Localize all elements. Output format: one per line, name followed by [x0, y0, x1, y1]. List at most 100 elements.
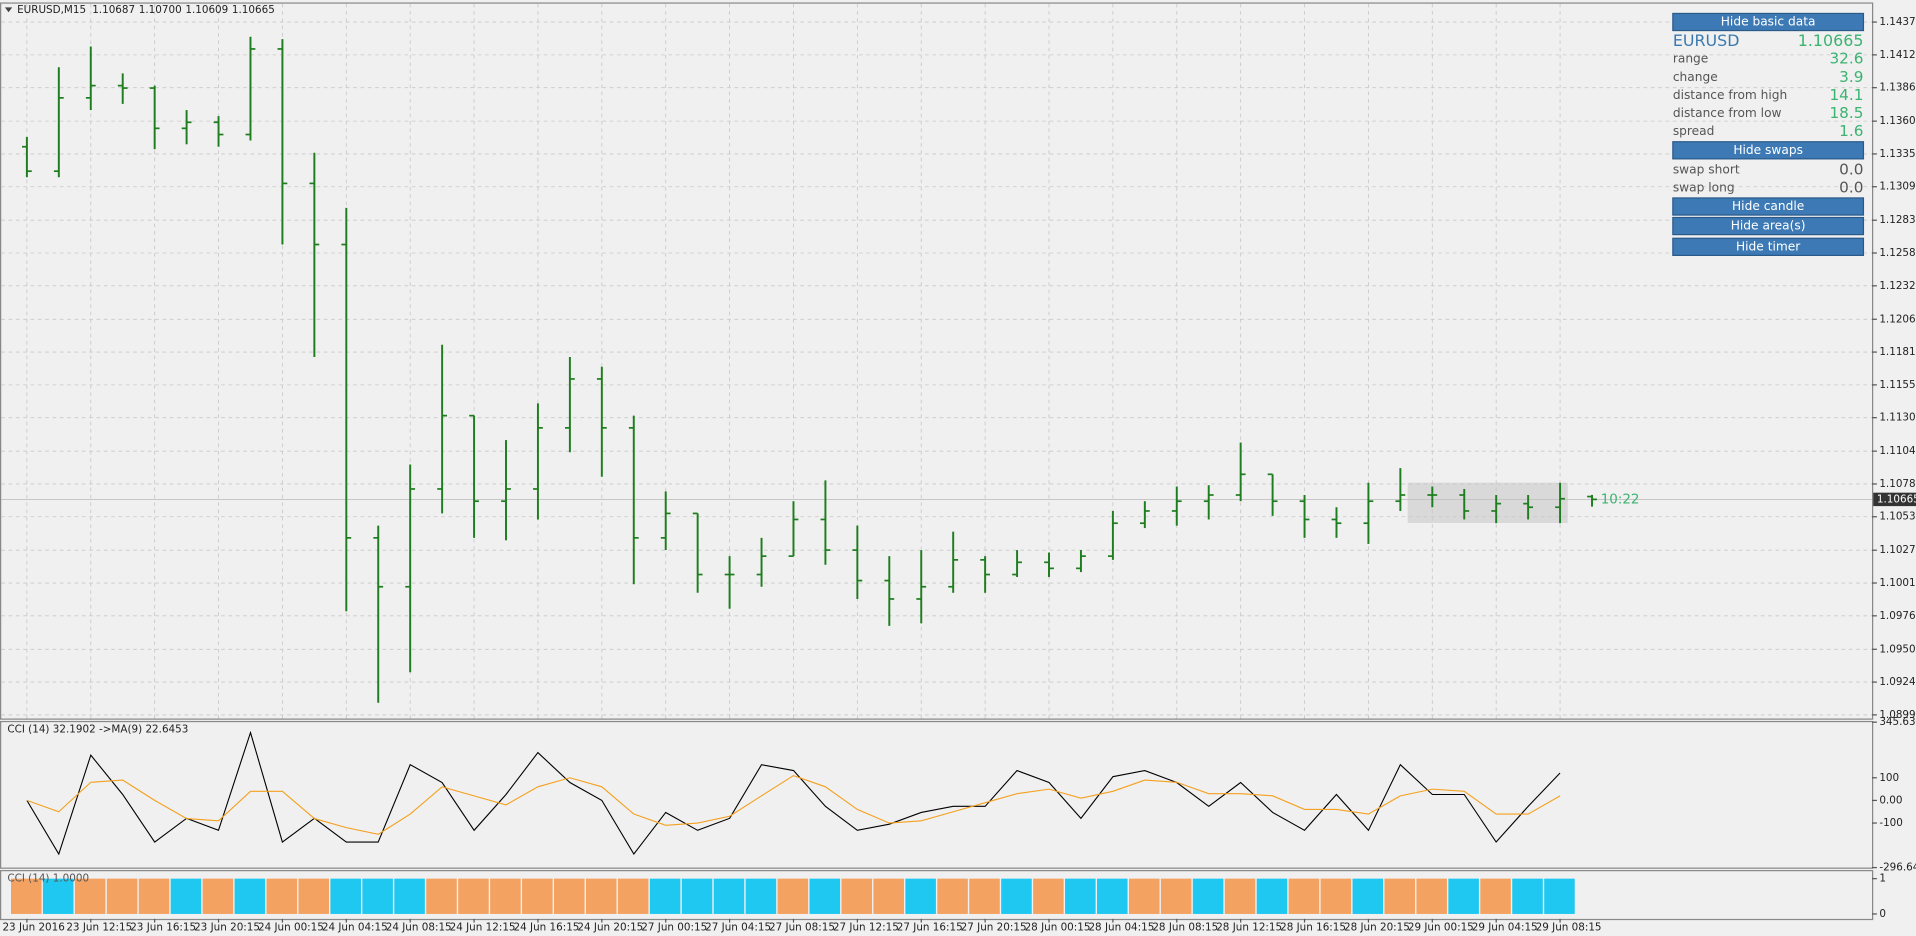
y-tick-label: 1.13095	[1879, 181, 1916, 193]
histogram-bar	[1480, 878, 1511, 914]
histogram-bar	[649, 878, 681, 914]
y-tick-label: 1.12580	[1879, 247, 1916, 259]
x-tick-label: 27 Jun 12:15	[833, 921, 899, 933]
stat-value: 32.6	[1829, 50, 1863, 68]
y-tick-label: 1.11300	[1879, 412, 1916, 424]
price-tag-label: 1.10665	[1877, 493, 1916, 505]
indicator-line	[26, 774, 1561, 835]
histogram-bar	[1512, 878, 1543, 914]
y-tick-label: -100	[1879, 817, 1903, 829]
histogram-bar	[266, 878, 298, 914]
stat-label: distance from high	[1673, 88, 1787, 102]
histogram-bar	[1256, 878, 1288, 914]
histogram-bar	[873, 878, 904, 914]
y-tick-label: 100	[1879, 772, 1899, 784]
stat-value: 3.9	[1839, 68, 1863, 86]
histogram-bar	[458, 878, 489, 914]
histogram-panel-frame	[0, 870, 1874, 921]
symbol-price: 1.10665	[1798, 31, 1864, 50]
y-tick-label: 1.12325	[1879, 280, 1916, 292]
button-label[interactable]: Hide basic data	[1721, 14, 1816, 28]
x-tick-label: 28 Jun 16:15	[1280, 921, 1346, 933]
y-tick-label: 1.09245	[1879, 676, 1916, 688]
y-tick-label: 1.10530	[1879, 511, 1916, 523]
histogram-bar	[809, 878, 841, 914]
info-panel: Hide basic data Hide swaps Hide candle Hide…	[1672, 12, 1865, 256]
swap-label: swap short	[1673, 162, 1740, 176]
indicator-line	[26, 730, 1561, 856]
button-bg[interactable]	[1672, 141, 1865, 160]
x-tick-label: 23 Jun 12:15	[66, 921, 132, 933]
symbol-name: EURUSD	[1673, 31, 1740, 50]
histogram-bar	[522, 878, 553, 914]
x-tick-label: 29 Jun 08:15	[1536, 921, 1602, 933]
x-tick-label: 24 Jun 16:15	[514, 921, 580, 933]
y-tick-label: 1.11555	[1879, 379, 1916, 391]
button[interactable]: Hide basic data	[1672, 12, 1865, 32]
stat-value: 1.6	[1839, 122, 1863, 140]
button[interactable]: Hide timer	[1672, 237, 1865, 256]
button-bg[interactable]	[1672, 216, 1865, 236]
histogram-bar	[905, 878, 936, 914]
y-tick-label: -296.6458	[1879, 862, 1916, 874]
price-tag	[1873, 492, 1916, 507]
button-bg[interactable]	[1672, 197, 1865, 216]
histogram-bar	[969, 878, 1000, 914]
stat-label: spread	[1673, 124, 1715, 138]
y-tick-label: 1.12835	[1879, 214, 1916, 226]
button-label[interactable]: Hide candle	[1732, 199, 1804, 213]
button-bg[interactable]	[1672, 12, 1865, 32]
histogram-bar	[745, 878, 777, 914]
button-bg[interactable]	[1672, 237, 1865, 256]
histogram-bar	[1192, 878, 1224, 914]
histogram-bar	[234, 878, 266, 914]
x-tick-label: 27 Jun 04:15	[705, 921, 771, 933]
x-tick-label: 24 Jun 20:15	[577, 921, 643, 933]
x-tick-label: 27 Jun 16:15	[897, 921, 963, 933]
histogram-bar	[1288, 878, 1320, 914]
histogram-bar	[298, 878, 330, 914]
histogram-bar	[617, 878, 649, 914]
y-tick-label: 1.13605	[1879, 115, 1916, 127]
button-label[interactable]: Hide swaps	[1733, 143, 1803, 157]
histogram-bar	[426, 878, 457, 914]
y-tick-label: 1.14375	[1879, 16, 1916, 28]
stat-value: 18.5	[1829, 104, 1863, 122]
button[interactable]: Hide candle	[1672, 197, 1865, 216]
header-open: 1.10687	[92, 4, 135, 16]
histogram-bar	[1160, 878, 1192, 914]
histogram-bar	[1416, 878, 1447, 914]
histogram-bar	[777, 878, 809, 914]
histogram-bar	[1065, 878, 1096, 914]
histogram-bar	[1448, 878, 1479, 914]
y-tick-label: 1	[1879, 873, 1886, 885]
x-tick-label: 23 Jun 2016	[2, 921, 64, 933]
swap-label: swap long	[1673, 181, 1735, 195]
stat-label: range	[1673, 52, 1708, 66]
x-tick-label: 24 Jun 12:15	[450, 921, 516, 933]
histogram-bar	[106, 878, 138, 914]
x-tick-label: 28 Jun 20:15	[1344, 921, 1410, 933]
x-tick-label: 28 Jun 00:15	[1025, 921, 1091, 933]
button-label[interactable]: Hide timer	[1736, 239, 1801, 253]
x-tick-label: 29 Jun 00:15	[1408, 921, 1474, 933]
button[interactable]: Hide swaps	[1672, 141, 1865, 160]
y-tick-label: 345.6363	[1879, 716, 1916, 728]
y-tick-label: 1.13350	[1879, 148, 1916, 160]
histogram-bar	[1128, 878, 1160, 914]
histogram-bar	[1384, 878, 1416, 914]
cci-panel-frame	[0, 720, 1874, 869]
y-tick-label: 1.13865	[1879, 82, 1916, 94]
button-label[interactable]: Hide area(s)	[1731, 219, 1806, 233]
menu-arrow[interactable]	[4, 7, 13, 13]
y-tick-label: 0	[1879, 908, 1886, 920]
histogram-bar	[713, 878, 745, 914]
x-tick-label: 28 Jun 04:15	[1088, 921, 1154, 933]
button[interactable]: Hide area(s)	[1672, 216, 1865, 236]
y-tick-label: 1.10270	[1879, 544, 1916, 556]
histogram-bar	[585, 878, 617, 914]
x-tick-label: 28 Jun 08:15	[1152, 921, 1218, 933]
y-tick-label: 1.08990	[1879, 709, 1916, 721]
header-close: 1.10665	[232, 4, 275, 16]
